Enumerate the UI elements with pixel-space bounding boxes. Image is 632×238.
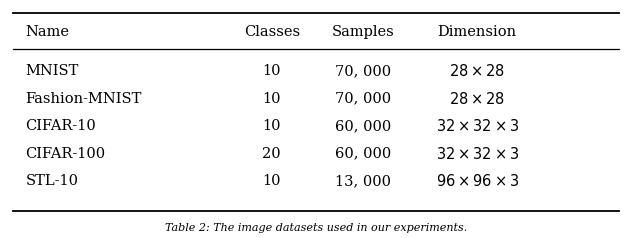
Text: 70, 000: 70, 000	[336, 92, 391, 106]
Text: 70, 000: 70, 000	[336, 64, 391, 78]
Text: 13, 000: 13, 000	[336, 174, 391, 188]
Text: STL-10: STL-10	[25, 174, 78, 188]
Text: 60, 000: 60, 000	[335, 147, 392, 160]
Text: 10: 10	[262, 119, 281, 133]
Text: Name: Name	[25, 25, 70, 39]
Text: $32 \times 32 \times 3$: $32 \times 32 \times 3$	[435, 145, 519, 162]
Text: MNIST: MNIST	[25, 64, 78, 78]
Text: $32 \times 32 \times 3$: $32 \times 32 \times 3$	[435, 118, 519, 134]
Text: 10: 10	[262, 174, 281, 188]
Text: Classes: Classes	[244, 25, 300, 39]
Text: Dimension: Dimension	[437, 25, 517, 39]
Text: 10: 10	[262, 64, 281, 78]
Text: $28 \times 28$: $28 \times 28$	[449, 91, 505, 107]
Text: CIFAR-10: CIFAR-10	[25, 119, 96, 133]
Text: $28 \times 28$: $28 \times 28$	[449, 63, 505, 79]
Text: $96 \times 96 \times 3$: $96 \times 96 \times 3$	[435, 173, 519, 189]
Text: 10: 10	[262, 92, 281, 106]
Text: Samples: Samples	[332, 25, 395, 39]
Text: CIFAR-100: CIFAR-100	[25, 147, 106, 160]
Text: Fashion-MNIST: Fashion-MNIST	[25, 92, 142, 106]
Text: Table 2: The image datasets used in our experiments.: Table 2: The image datasets used in our …	[165, 223, 467, 233]
Text: 20: 20	[262, 147, 281, 160]
Text: 60, 000: 60, 000	[335, 119, 392, 133]
